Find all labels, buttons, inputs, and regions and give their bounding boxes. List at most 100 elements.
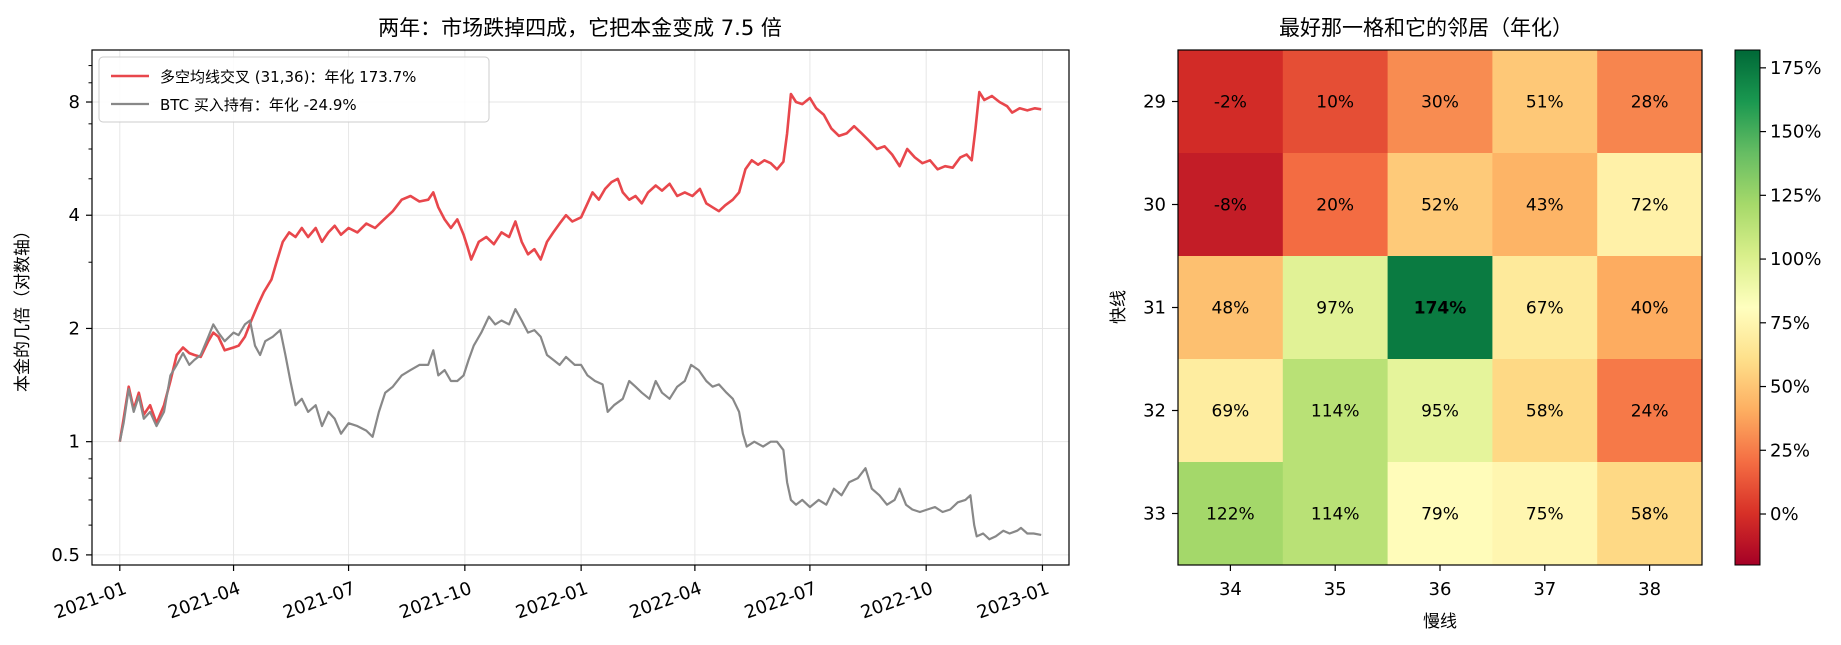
x-tick-label: 2021-01 <box>52 578 130 623</box>
heatmap-cell <box>1282 153 1389 257</box>
colorbar-tick-label: 0% <box>1770 504 1799 525</box>
line-plot-frame <box>91 49 1070 566</box>
heatmap-cell-label: 122% <box>1206 505 1255 525</box>
y-tick-label: 1 <box>69 432 80 453</box>
heatmap-cell <box>1492 256 1598 360</box>
heatmap-cell-label: 48% <box>1212 299 1250 319</box>
heatmap-x-tick-label: 36 <box>1429 579 1452 600</box>
heatmap-cell-label: 43% <box>1526 196 1564 216</box>
line-chart-title: 两年：市场跌掉四成，它把本金变成 7.5 倍 <box>378 16 782 40</box>
heatmap-cell-label: 24% <box>1631 402 1669 422</box>
heatmap-cell-label: 69% <box>1212 402 1250 422</box>
x-tick-label: 2021-07 <box>280 578 358 623</box>
series-line-strategy <box>118 90 1042 442</box>
heatmap-cell <box>1178 462 1284 566</box>
x-tick-label: 2021-10 <box>397 578 475 623</box>
heatmap-cell-label: 51% <box>1526 93 1564 113</box>
line-y-axis-label: 本金的几倍（对数轴） <box>13 222 33 392</box>
colorbar-tick-label: 175% <box>1770 58 1821 79</box>
line-x-ticks: 2021-01 2021-04 2021-07 2021-10 2022-01 2022-… <box>52 565 1052 623</box>
heatmap-x-tick-label: 38 <box>1638 579 1661 600</box>
heatmap-cell-label: 95% <box>1421 402 1459 422</box>
colorbar-gradient <box>1734 49 1761 566</box>
heatmap-cell <box>1282 50 1389 154</box>
heatmap-cell-label: -2% <box>1214 93 1247 113</box>
heatmap-cell-label: 114% <box>1311 505 1360 525</box>
heatmap-x-tick-label: 35 <box>1324 579 1347 600</box>
heatmap-cell <box>1178 153 1284 257</box>
heatmap-cell <box>1597 359 1703 463</box>
x-tick-label: 2023-01 <box>974 578 1052 623</box>
heatmap-cell <box>1178 50 1284 154</box>
heatmap-cell <box>1282 256 1389 360</box>
heatmap-cells: -2% 10% 30% 51% 28% -8% 20% 52% 43% 72% 48% 97% 174%… <box>1178 50 1703 566</box>
colorbar-tick-label: 150% <box>1770 122 1821 143</box>
heatmap-cell <box>1492 462 1598 566</box>
heatmap-cell <box>1597 256 1703 360</box>
y-tick-label: 0.5 <box>51 545 80 566</box>
heatmap-cell-label: 58% <box>1526 402 1564 422</box>
heatmap-cell <box>1597 462 1703 566</box>
heatmap-y-tick-label: 29 <box>1143 92 1166 113</box>
heatmap-cell-label: 97% <box>1316 299 1354 319</box>
heatmap-cell <box>1597 50 1703 154</box>
heatmap-cell <box>1387 359 1493 463</box>
heatmap-cell-label: 28% <box>1631 93 1669 113</box>
heatmap-cell <box>1387 256 1493 360</box>
line-series-group <box>118 90 1042 541</box>
heatmap-cell-label: 114% <box>1311 402 1360 422</box>
legend: 多空均线交叉 (31,36)：年化 173.7% BTC 买入持有：年化 -24… <box>98 56 490 123</box>
colorbar-tick-label: 125% <box>1770 185 1821 206</box>
x-tick-label: 2022-10 <box>858 578 936 623</box>
heatmap-cell-label-best: 174% <box>1414 299 1467 319</box>
heatmap-y-axis-label: 快线 <box>1109 290 1129 324</box>
heatmap-y-ticks: 29 30 31 32 33 <box>1143 92 1178 525</box>
heatmap-y-tick-label: 32 <box>1143 401 1166 422</box>
heatmap-title: 最好那一格和它的邻居（年化） <box>1279 16 1573 40</box>
heatmap-cell <box>1492 359 1598 463</box>
heatmap-x-ticks: 34 35 36 37 38 <box>1219 565 1661 600</box>
heatmap-cell <box>1597 153 1703 257</box>
colorbar: 0% 25% 50% 75% 100% 125% 150% 175% <box>1734 49 1821 566</box>
heatmap-y-tick-label: 30 <box>1143 195 1166 216</box>
x-tick-label: 2021-04 <box>165 578 243 623</box>
heatmap-cell-label: 20% <box>1316 196 1354 216</box>
heatmap-y-tick-label: 33 <box>1143 504 1166 525</box>
heatmap-cell <box>1178 359 1284 463</box>
colorbar-tick-label: 100% <box>1770 249 1821 270</box>
legend-label-btc: BTC 买入持有：年化 -24.9% <box>160 96 357 114</box>
heatmap-cell <box>1282 462 1389 566</box>
heatmap-cell-label: 40% <box>1631 299 1669 319</box>
heatmap-cell <box>1492 50 1598 154</box>
heatmap-cell <box>1492 153 1598 257</box>
heatmap-cell-label: 67% <box>1526 299 1564 319</box>
x-tick-label: 2022-04 <box>627 578 705 623</box>
x-tick-label: 2022-07 <box>742 578 820 623</box>
heatmap-cell <box>1387 462 1493 566</box>
heatmap-cell <box>1387 50 1493 154</box>
line-y-ticks: 0.5 1 2 4 8 <box>51 65 92 566</box>
x-tick-label: 2022-01 <box>513 578 591 623</box>
heatmap-cell <box>1282 359 1389 463</box>
colorbar-tick-label: 75% <box>1770 313 1810 334</box>
heatmap-cell-label: 10% <box>1316 93 1354 113</box>
heatmap-cell-label: 79% <box>1421 505 1459 525</box>
heatmap-x-tick-label: 37 <box>1533 579 1556 600</box>
heatmap-cell-label: 30% <box>1421 93 1459 113</box>
heatmap-cell-label: 72% <box>1631 196 1669 216</box>
y-tick-label: 2 <box>69 318 80 339</box>
heatmap-cell-label: 58% <box>1631 505 1669 525</box>
heatmap-cell <box>1387 153 1493 257</box>
colorbar-tick-label: 25% <box>1770 440 1810 461</box>
heatmap-x-axis-label: 慢线 <box>1423 611 1457 632</box>
heatmap-chart: 最好那一格和它的邻居（年化） -2% 10% 30% 51% 28% -8% 20% 52% 4… <box>1109 16 1821 632</box>
colorbar-tick-label: 50% <box>1770 377 1810 398</box>
y-tick-label: 8 <box>69 92 80 113</box>
legend-box <box>98 56 490 123</box>
heatmap-x-tick-label: 34 <box>1219 579 1242 600</box>
heatmap-cell-label: 52% <box>1421 196 1459 216</box>
colorbar-ticks: 0% 25% 50% 75% 100% 125% 150% 175% <box>1760 58 1821 525</box>
legend-label-strategy: 多空均线交叉 (31,36)：年化 173.7% <box>160 68 416 86</box>
heatmap-y-tick-label: 31 <box>1143 298 1166 319</box>
